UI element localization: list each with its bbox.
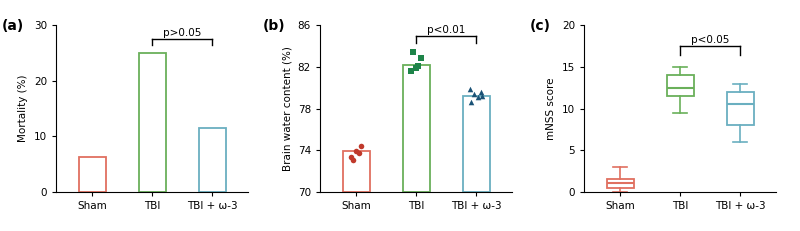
Text: (b): (b): [262, 19, 285, 33]
Point: [406, 51, 419, 54]
Bar: [402, 65, 430, 192]
Text: (c): (c): [530, 19, 551, 33]
Text: p>0.05: p>0.05: [163, 28, 201, 38]
Bar: [138, 53, 166, 192]
Point: [345, 156, 358, 159]
Point: [350, 149, 362, 153]
Point: [475, 94, 488, 98]
PathPatch shape: [606, 179, 634, 188]
Point: [472, 95, 485, 99]
Text: (a): (a): [2, 19, 25, 33]
Point: [354, 144, 367, 148]
Point: [464, 87, 477, 91]
Text: p<0.05: p<0.05: [691, 35, 729, 45]
Point: [474, 90, 487, 94]
Bar: [78, 157, 106, 192]
PathPatch shape: [726, 92, 754, 125]
Y-axis label: Brain water content (%): Brain water content (%): [282, 46, 292, 171]
Point: [405, 69, 418, 73]
Bar: [342, 151, 370, 192]
Y-axis label: Mortality (%): Mortality (%): [18, 75, 28, 142]
Bar: [198, 128, 226, 192]
Point: [353, 152, 366, 155]
Point: [411, 64, 424, 68]
Point: [468, 92, 481, 96]
Point: [414, 56, 427, 60]
Point: [465, 100, 478, 104]
Y-axis label: mNSS score: mNSS score: [546, 77, 556, 140]
Text: p<0.01: p<0.01: [427, 25, 465, 35]
Point: [410, 66, 422, 70]
PathPatch shape: [666, 75, 694, 96]
Point: [346, 158, 359, 161]
Bar: [462, 96, 490, 192]
